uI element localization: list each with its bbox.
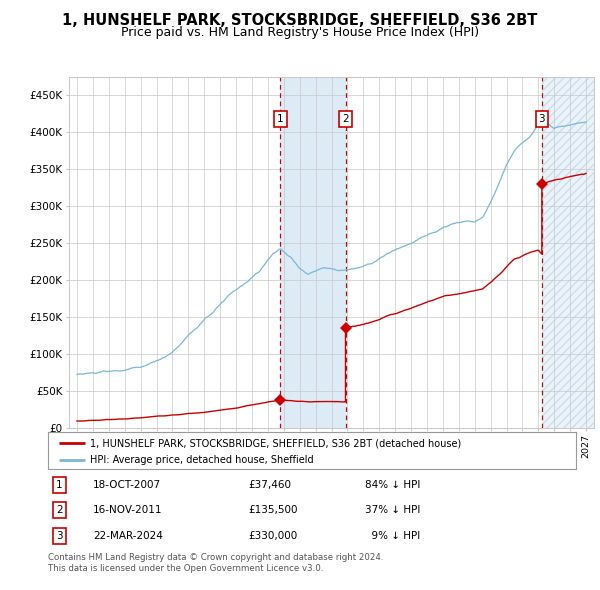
Text: 2: 2 [56, 506, 63, 515]
Text: Price paid vs. HM Land Registry's House Price Index (HPI): Price paid vs. HM Land Registry's House … [121, 26, 479, 39]
Text: 1, HUNSHELF PARK, STOCKSBRIDGE, SHEFFIELD, S36 2BT: 1, HUNSHELF PARK, STOCKSBRIDGE, SHEFFIEL… [62, 13, 538, 28]
Text: 1: 1 [277, 114, 284, 124]
Text: 1: 1 [56, 480, 63, 490]
Text: 3: 3 [539, 114, 545, 124]
Text: 84% ↓ HPI: 84% ↓ HPI [365, 480, 420, 490]
Text: Contains HM Land Registry data © Crown copyright and database right 2024.
This d: Contains HM Land Registry data © Crown c… [48, 553, 383, 573]
Bar [542, 77, 594, 428]
Text: 16-NOV-2011: 16-NOV-2011 [93, 506, 163, 515]
Text: 2: 2 [342, 114, 349, 124]
Text: 1, HUNSHELF PARK, STOCKSBRIDGE, SHEFFIELD, S36 2BT (detached house): 1, HUNSHELF PARK, STOCKSBRIDGE, SHEFFIEL… [90, 438, 461, 448]
Text: £37,460: £37,460 [248, 480, 292, 490]
Text: £135,500: £135,500 [248, 506, 298, 515]
Text: 9% ↓ HPI: 9% ↓ HPI [365, 530, 420, 540]
Text: HPI: Average price, detached house, Sheffield: HPI: Average price, detached house, Shef… [90, 455, 314, 465]
Text: 22-MAR-2024: 22-MAR-2024 [93, 530, 163, 540]
Text: 37% ↓ HPI: 37% ↓ HPI [365, 506, 420, 515]
Text: £330,000: £330,000 [248, 530, 298, 540]
Text: 18-OCT-2007: 18-OCT-2007 [93, 480, 161, 490]
Bar [280, 77, 346, 428]
Text: 3: 3 [56, 530, 63, 540]
